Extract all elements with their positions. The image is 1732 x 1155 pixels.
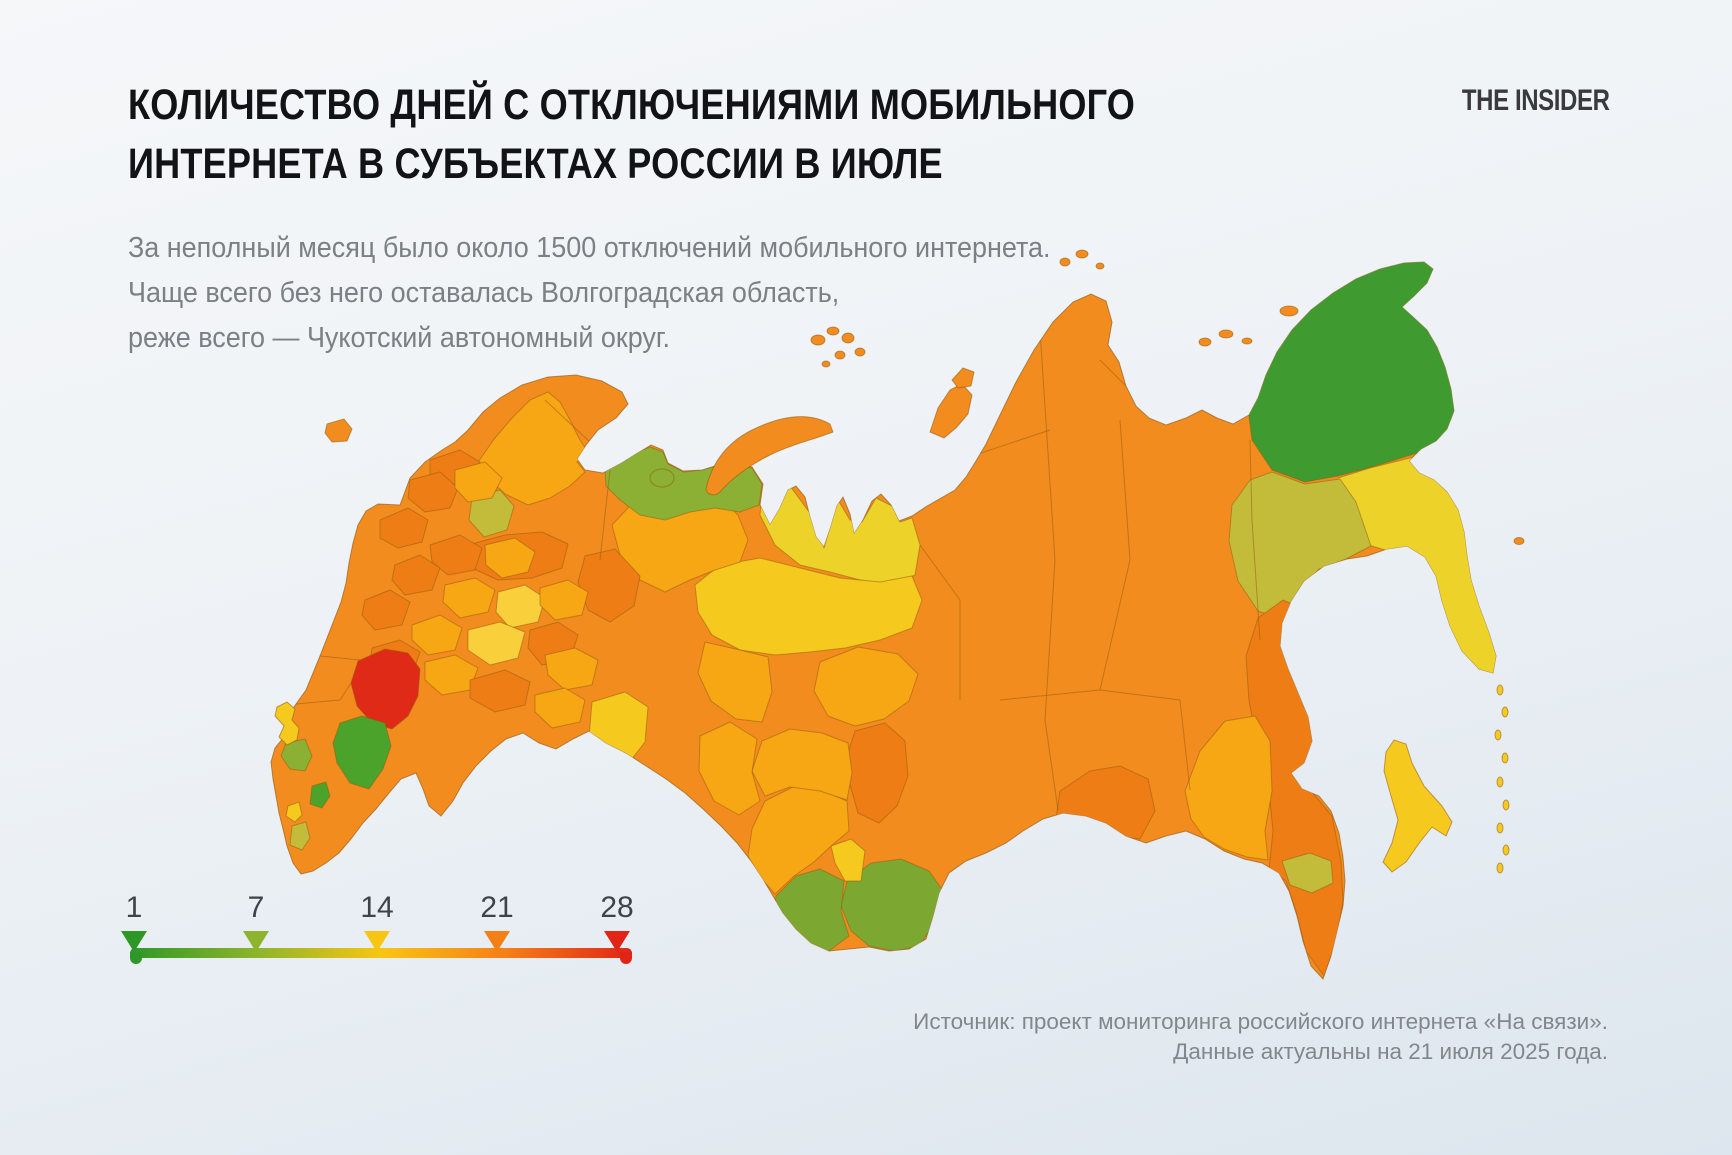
region-kaliningrad: [324, 418, 353, 443]
region-tile: [442, 577, 496, 619]
regions: [280, 262, 1496, 977]
region-novaya-zemlya: [705, 416, 834, 496]
new-siberian-island: [1198, 337, 1212, 347]
region-tile: [484, 537, 536, 579]
severnaya-zemlya-island: [1075, 249, 1089, 259]
region-tile: [534, 687, 586, 729]
region-sakhalin: [1382, 739, 1453, 873]
region-tile: [407, 471, 459, 513]
region-kalmykia: [332, 715, 392, 790]
title-line-2: ИНТЕРНЕТА В СУБЪЕКТАХ РОССИИ В ИЮЛЕ: [128, 140, 943, 188]
region-tile: [467, 621, 526, 666]
region-tile: [411, 614, 463, 656]
region-tile: [391, 554, 441, 596]
source-note: Источник: проект мониторинга российского…: [913, 1007, 1608, 1066]
region-tile: [539, 579, 589, 621]
severnaya-zemlya-island: [1095, 262, 1105, 270]
title-line-1: КОЛИЧЕСТВО ДНЕЙ С ОТКЛЮЧЕНИЯМИ МОБИЛЬНОГ…: [128, 81, 1136, 129]
region-khanty: [694, 557, 923, 656]
region-caucasus-patch: [285, 801, 303, 823]
subtitle-line-2: Чаще всего без него оставалась Волгоград…: [128, 277, 840, 309]
region-tile: [495, 584, 546, 629]
franz-josef-island: [834, 350, 846, 360]
region-tile: [469, 669, 531, 713]
region-kamchatka: [1329, 439, 1496, 681]
kuril-island: [1496, 776, 1504, 788]
region-tile: [361, 589, 411, 631]
region-tomsk: [813, 646, 919, 727]
region-tile: [454, 461, 503, 503]
region-amur: [1184, 715, 1273, 861]
franz-josef-island: [841, 332, 855, 344]
region-khakassia: [830, 838, 866, 882]
the-insider-logo: THE INSIDER: [1462, 84, 1610, 117]
kuril-island: [1502, 844, 1510, 856]
region-tuva: [840, 858, 944, 952]
region-chukotka: [1247, 262, 1469, 483]
commander-island: [1513, 537, 1525, 545]
subtitle: За неполный месяц было около 1500 отключ…: [128, 226, 1051, 361]
franz-josef-island: [826, 326, 840, 336]
kolguev-island: [649, 468, 675, 488]
franz-josef-island: [821, 360, 831, 368]
region-volgograd: [350, 648, 421, 730]
franz-josef-island: [810, 334, 826, 346]
source-line-1: Источник: проект мониторинга российского…: [913, 1009, 1608, 1034]
region-tyumen: [697, 641, 773, 723]
subtitle-line-1: За неполный месяц было около 1500 отключ…: [128, 232, 1051, 264]
islands: [274, 249, 1525, 874]
page-title: КОЛИЧЕСТВО ДНЕЙ С ОТКЛЮЧЕНИЯМИ МОБИЛЬНОГ…: [128, 76, 1135, 194]
region-tile: [379, 507, 429, 549]
franz-josef-island: [854, 347, 866, 357]
region-novosibirsk: [751, 728, 853, 801]
region-adygea: [280, 738, 313, 772]
region-novaya-zemlya-north2: [951, 367, 975, 389]
region-jao: [1281, 852, 1334, 894]
kuril-island: [1502, 799, 1510, 811]
region-omsk: [698, 721, 761, 816]
kuril-island: [1496, 822, 1504, 834]
region-novaya-zemlya-north: [929, 383, 973, 439]
new-siberian-island: [1218, 329, 1234, 339]
kuril-island: [1501, 706, 1509, 718]
kuril-island: [1496, 684, 1504, 696]
region-nw-patch: [468, 489, 515, 538]
region-tile: [429, 534, 483, 576]
severnaya-zemlya-island: [1059, 257, 1071, 267]
region-tile: [544, 647, 599, 691]
kuril-island: [1494, 729, 1502, 741]
subtitle-line-3: реже всего — Чукотский автономный округ.: [128, 322, 670, 354]
region-dagestan-patch: [289, 821, 311, 851]
kuril-island: [1496, 862, 1504, 874]
kuril-island: [1501, 752, 1509, 764]
region-ossetia: [309, 781, 331, 809]
region-magadan: [1228, 471, 1372, 622]
region-crimea: [274, 701, 300, 746]
new-siberian-island: [1241, 337, 1253, 345]
source-line-2: Данные актуальны на 21 июля 2025 года.: [1173, 1038, 1608, 1064]
wrangel-island: [1279, 305, 1299, 317]
